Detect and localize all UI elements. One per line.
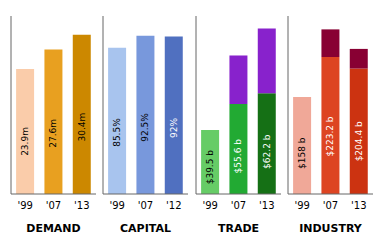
svg-text:30.4m: 30.4m: [77, 113, 87, 142]
svg-text:'99: '99: [110, 200, 125, 211]
svg-text:$55.6 b: $55.6 b: [233, 139, 243, 174]
svg-text:'13: '13: [74, 200, 89, 211]
svg-text:$158 b: $158 b: [297, 137, 307, 169]
svg-text:23.9m: 23.9m: [20, 127, 30, 156]
svg-text:'07: '07: [138, 200, 153, 211]
svg-text:'12: '12: [166, 200, 181, 211]
svg-text:85.5%: 85.5%: [112, 118, 122, 147]
svg-text:$62.2 b: $62.2 b: [261, 134, 271, 169]
svg-text:'13: '13: [351, 200, 366, 211]
svg-text:'99: '99: [17, 200, 32, 211]
svg-text:$223.2 b: $223.2 b: [325, 116, 335, 156]
svg-text:'99: '99: [202, 200, 217, 211]
svg-text:92.5%: 92.5%: [141, 113, 151, 142]
svg-text:INDUSTRY: INDUSTRY: [299, 222, 363, 235]
svg-text:CAPITAL: CAPITAL: [120, 222, 171, 235]
svg-text:TRADE: TRADE: [218, 222, 259, 235]
svg-text:'99: '99: [294, 200, 309, 211]
svg-text:'07: '07: [46, 200, 61, 211]
svg-text:27.6m: 27.6m: [48, 119, 58, 148]
svg-text:'13: '13: [259, 200, 274, 211]
svg-text:'07: '07: [230, 200, 245, 211]
svg-text:92%: 92%: [169, 117, 179, 137]
svg-text:DEMAND: DEMAND: [26, 222, 80, 235]
svg-text:$39.5 b: $39.5 b: [205, 150, 215, 185]
svg-text:$204.4 b: $204.4 b: [354, 121, 364, 161]
svg-text:'07: '07: [323, 200, 338, 211]
